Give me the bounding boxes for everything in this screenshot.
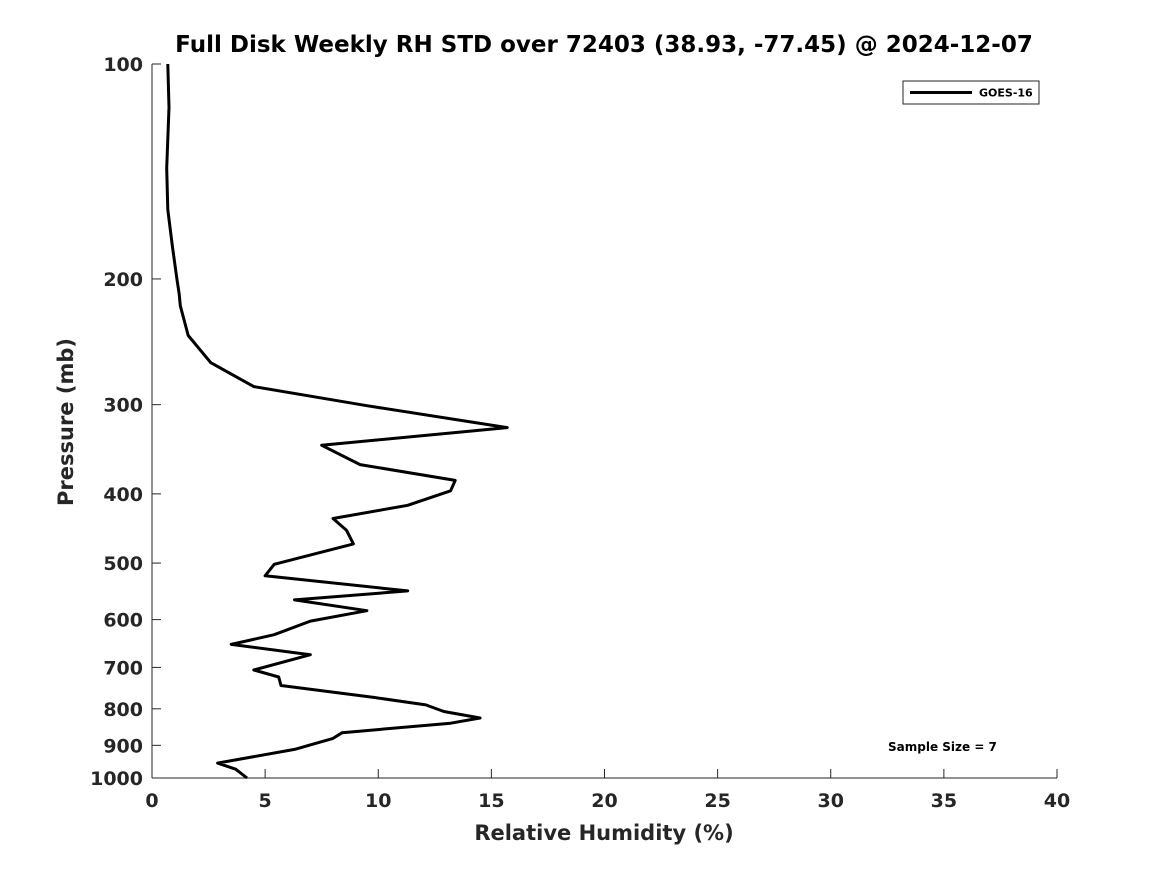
y-tick-label: 100 (103, 54, 143, 76)
x-tick-label: 20 (591, 790, 617, 812)
x-tick-label: 25 (704, 790, 730, 812)
x-tick-label: 15 (478, 790, 504, 812)
y-ticks: 100 200 300 400 500 600 700 800 900 1000 (90, 54, 161, 790)
y-tick-label: 900 (103, 735, 143, 757)
y-tick-label: 300 (103, 395, 143, 417)
x-tick-label: 30 (818, 790, 844, 812)
y-tick-label: 800 (103, 699, 143, 721)
x-tick-label: 0 (145, 790, 158, 812)
y-tick-label: 700 (103, 657, 143, 679)
series-layer (165, 63, 509, 780)
x-tick-label: 35 (931, 790, 957, 812)
y-axis-title: Pressure (mb) (54, 338, 78, 506)
legend-label-goes-16: GOES-16 (979, 87, 1033, 100)
x-tick-label: 5 (259, 790, 272, 812)
legend: GOES-16 (902, 80, 1040, 105)
sample-size-annotation: Sample Size = 7 (888, 740, 997, 754)
x-axis-title: Relative Humidity (%) (474, 821, 733, 845)
y-tick-label: 400 (103, 484, 143, 506)
chart-title: Full Disk Weekly RH STD over 72403 (38.9… (175, 32, 1033, 58)
y-tick-label: 600 (103, 610, 143, 632)
x-ticks: 0 5 10 15 20 25 30 35 40 (145, 769, 1070, 812)
y-tick-label: 200 (103, 269, 143, 291)
x-tick-label: 10 (365, 790, 391, 812)
x-tick-label: 40 (1044, 790, 1070, 812)
y-tick-label: 1000 (90, 768, 143, 790)
y-tick-label: 500 (103, 553, 143, 575)
series-line-goes-16 (165, 63, 509, 780)
axes (151, 64, 1057, 779)
